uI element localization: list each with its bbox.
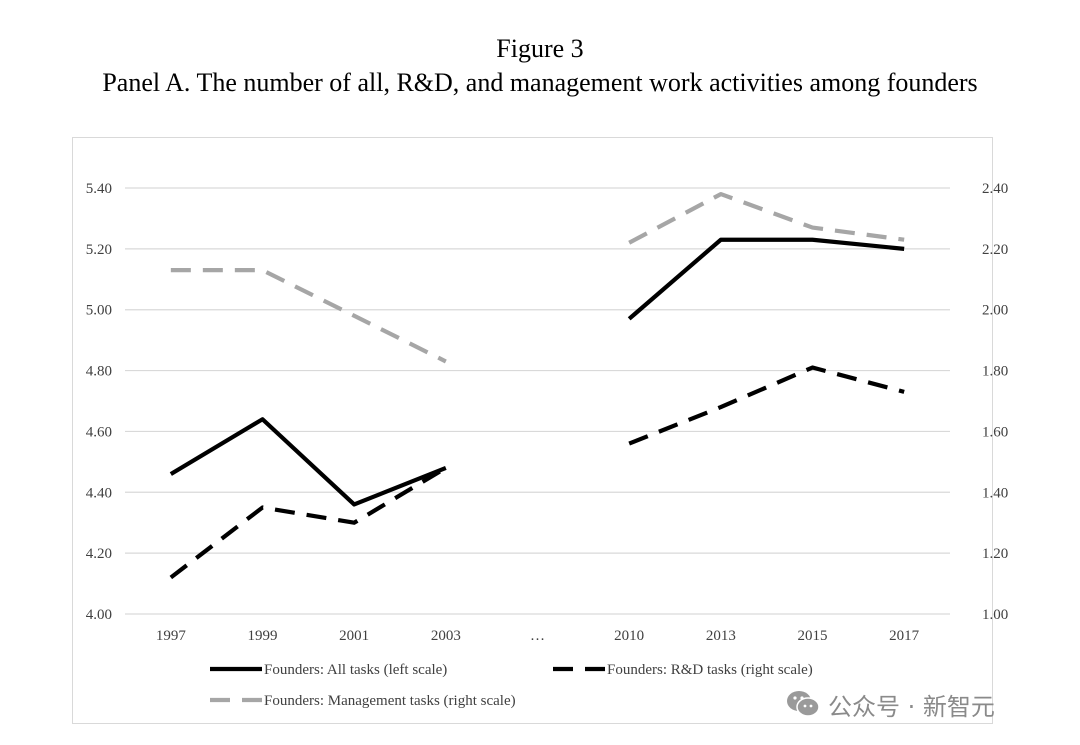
right-tick-label: 2.00 bbox=[982, 303, 1008, 319]
series-line-2 bbox=[169, 466, 447, 580]
right-axis: 1.00 1.20 1.40 1.60 1.80 2.00 2.20 2.40 bbox=[982, 181, 1008, 623]
legend: Founders: All tasks (left scale) Founders… bbox=[210, 662, 813, 709]
gridlines bbox=[125, 187, 950, 615]
series-line-1 bbox=[627, 237, 905, 321]
series-line-1 bbox=[169, 417, 447, 507]
watermark: 公众号 · 新智元 bbox=[786, 684, 995, 724]
x-tick-label: 2003 bbox=[431, 628, 461, 644]
chart-frame bbox=[72, 137, 993, 724]
left-tick-label: 4.40 bbox=[86, 485, 112, 501]
left-tick-label: 5.00 bbox=[86, 303, 112, 319]
left-tick-label: 4.80 bbox=[86, 364, 112, 380]
series-line-3 bbox=[628, 191, 905, 245]
panel-title: Panel A. The number of all, R&D, and man… bbox=[102, 68, 978, 97]
right-tick-label: 1.60 bbox=[982, 424, 1008, 440]
watermark-text: 公众号 · 新智元 bbox=[828, 692, 995, 721]
left-tick-label: 5.40 bbox=[86, 181, 112, 197]
x-tick-label: … bbox=[530, 628, 545, 644]
wechat-icon bbox=[787, 691, 820, 717]
legend-label-3: Founders: Management tasks (right scale) bbox=[264, 693, 516, 709]
x-axis: 1997 1999 2001 2003 … 2010 2013 2015 2017 bbox=[156, 628, 920, 644]
x-tick-label: 1999 bbox=[248, 628, 278, 644]
right-tick-label: 1.40 bbox=[982, 485, 1008, 501]
left-axis: 4.00 4.20 4.40 4.60 4.80 5.00 5.20 5.40 bbox=[86, 181, 112, 623]
figure-label: Figure 3 bbox=[496, 34, 584, 63]
legend-label-2: Founders: R&D tasks (right scale) bbox=[607, 662, 813, 678]
x-tick-label: 2017 bbox=[889, 628, 920, 644]
series-line-2 bbox=[628, 365, 905, 446]
right-tick-label: 1.80 bbox=[982, 364, 1008, 380]
series-lines bbox=[169, 191, 905, 580]
legend-label-1: Founders: All tasks (left scale) bbox=[264, 662, 447, 678]
series-line-3 bbox=[170, 268, 447, 364]
x-tick-label: 2015 bbox=[798, 628, 828, 644]
left-tick-label: 4.20 bbox=[86, 546, 112, 562]
left-tick-label: 5.20 bbox=[86, 242, 112, 258]
right-tick-label: 2.20 bbox=[982, 242, 1008, 258]
right-tick-label: 1.00 bbox=[982, 607, 1008, 623]
right-tick-label: 2.40 bbox=[982, 181, 1008, 197]
x-tick-label: 2001 bbox=[339, 628, 369, 644]
right-tick-label: 1.20 bbox=[982, 546, 1008, 562]
left-tick-label: 4.60 bbox=[86, 424, 112, 440]
x-tick-label: 2013 bbox=[706, 628, 736, 644]
x-tick-label: 2010 bbox=[614, 628, 644, 644]
left-tick-label: 4.00 bbox=[86, 607, 112, 623]
x-tick-label: 1997 bbox=[156, 628, 187, 644]
